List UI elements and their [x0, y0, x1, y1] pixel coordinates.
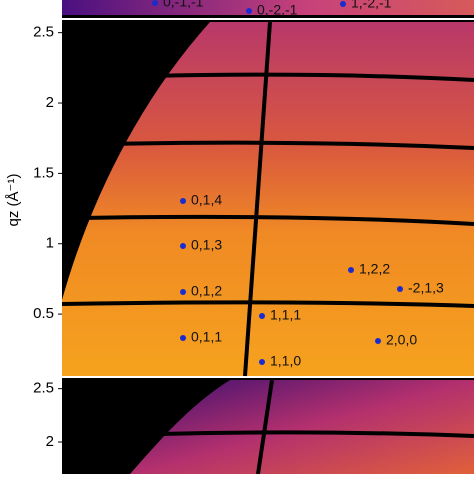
y-tick-label: 2	[46, 433, 54, 450]
reflection-dot	[180, 335, 186, 341]
reflection-label: 0,1,4	[191, 192, 222, 208]
y-tick-label: 0.5	[33, 305, 54, 322]
reflection-label: 1,-2,-1	[351, 0, 392, 11]
y-tick-label: 1	[46, 235, 54, 252]
reflection-label: 0,1,1	[191, 329, 222, 345]
reflection-label: 0,1,2	[191, 283, 222, 299]
reflection-dot	[180, 243, 186, 249]
reflection-label: 0,1,3	[191, 237, 222, 253]
reflection-dot	[397, 286, 403, 292]
reflection-dot	[340, 1, 346, 7]
reflection-dot	[348, 267, 354, 273]
reflection-dot	[180, 198, 186, 204]
reflection-dot	[259, 313, 265, 319]
y-tick-label: 1.5	[33, 164, 54, 181]
top-panel	[62, 0, 474, 18]
y-tick-label: 2.5	[33, 380, 54, 397]
y-axis-label: qz (Å⁻¹)	[5, 174, 22, 227]
reflection-dot	[246, 8, 252, 14]
reflection-dot	[375, 338, 381, 344]
reflection-dot	[259, 359, 265, 365]
reflection-label: 1,2,2	[359, 261, 390, 277]
reflection-label: 0,-1,-1	[163, 0, 204, 10]
reflection-dot	[152, 0, 158, 6]
reflection-label: 2,0,0	[386, 332, 417, 348]
y-tick-label: 2.5	[33, 24, 54, 41]
reflection-label: 1,1,1	[270, 307, 301, 323]
reflection-dot	[180, 289, 186, 295]
y-tick-label: 2	[46, 94, 54, 111]
main-panel	[61, 20, 474, 377]
reflection-label: 0,-2,-1	[257, 2, 298, 18]
bottom-panel	[62, 378, 474, 475]
reflection-label: -2,1,3	[408, 280, 444, 296]
reflection-label: 1,1,0	[270, 353, 301, 369]
